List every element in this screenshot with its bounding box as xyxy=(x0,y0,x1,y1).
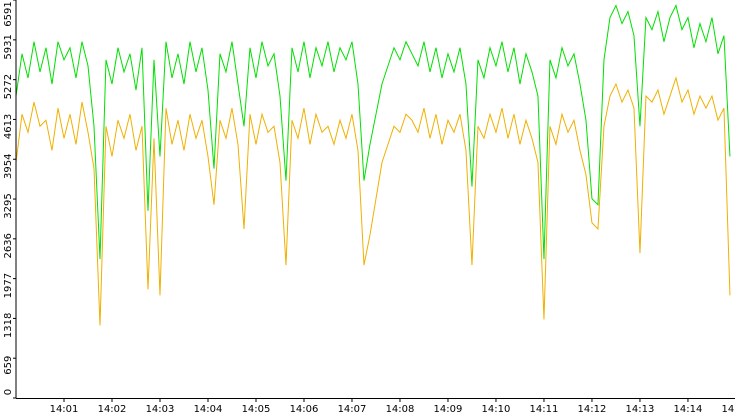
y-tick-label: 5931 xyxy=(3,34,14,59)
y-tick-label: 1318 xyxy=(3,313,14,338)
y-tick-label: 2636 xyxy=(3,233,14,258)
x-tick-label: 14:12 xyxy=(578,404,607,415)
x-tick-label: 14:04 xyxy=(194,404,223,415)
y-tick-label: 6591 xyxy=(3,1,14,26)
x-tick-label: 14:14 xyxy=(674,404,703,415)
y-tick-label: 3954 xyxy=(3,154,14,179)
y-tick-label: 659 xyxy=(3,356,14,375)
x-tick-label: 14:13 xyxy=(626,404,655,415)
x-tick-label: 14:05 xyxy=(242,404,271,415)
x-tick-label: 14:01 xyxy=(50,404,79,415)
x-tick-label: 14:07 xyxy=(338,404,367,415)
x-tick-label: 14:11 xyxy=(530,404,559,415)
x-tick-label: 14:10 xyxy=(482,404,511,415)
x-tick-label: 14:02 xyxy=(98,404,127,415)
series-line xyxy=(15,4,731,260)
x-tick-label: 14:06 xyxy=(290,404,319,415)
y-tick-label: 5272 xyxy=(3,74,14,99)
y-tick-label: 1977 xyxy=(3,273,14,298)
x-tick-label: 14:09 xyxy=(434,404,463,415)
x-tick-label: 14:03 xyxy=(146,404,175,415)
x-tick-label: 14:08 xyxy=(386,404,415,415)
y-tick-label: 3295 xyxy=(3,193,14,218)
series-line xyxy=(15,76,731,326)
x-tick-label: 14:15 xyxy=(722,404,735,415)
y-tick-label: 0 xyxy=(3,389,14,395)
y-tick-label: 4613 xyxy=(3,114,14,139)
